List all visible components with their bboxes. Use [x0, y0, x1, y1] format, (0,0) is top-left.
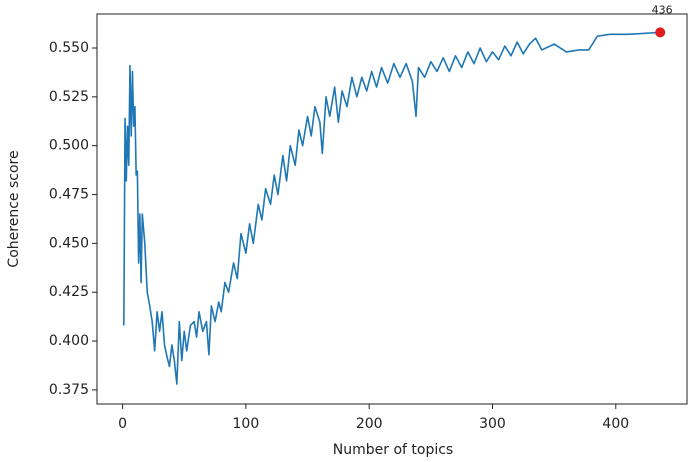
y-axis-label: Coherence score — [6, 150, 22, 267]
y-tick-label: 0.450 — [49, 235, 89, 251]
y-tick-label: 0.500 — [49, 138, 89, 154]
x-tick-label: 400 — [602, 416, 629, 432]
x-tick-label: 200 — [356, 416, 383, 432]
x-axis-label: Number of topics — [333, 442, 453, 458]
y-tick-label: 0.550 — [49, 40, 89, 56]
y-tick-label: 0.375 — [49, 382, 89, 398]
y-tick-label: 0.425 — [49, 284, 89, 300]
y-tick-label: 0.475 — [49, 187, 89, 203]
highlight-label: 436 — [652, 3, 673, 16]
data-line — [123, 31, 661, 385]
y-tick-label: 0.400 — [49, 333, 89, 349]
y-tick-label: 0.525 — [49, 89, 89, 105]
plot-frame — [96, 13, 688, 405]
x-tick-label: 100 — [233, 416, 260, 432]
highlight-point — [655, 27, 666, 38]
x-tick-label: 0 — [118, 416, 127, 432]
x-tick-label: 300 — [479, 416, 506, 432]
